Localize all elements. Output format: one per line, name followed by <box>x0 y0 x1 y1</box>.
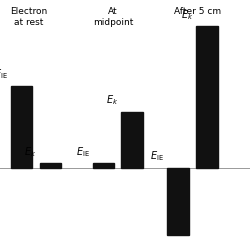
Text: $E_{\mathrm{IE}}$: $E_{\mathrm{IE}}$ <box>0 68 8 81</box>
Text: $E_{k}$: $E_{k}$ <box>181 8 193 22</box>
Text: At
midpoint: At midpoint <box>93 8 133 27</box>
Text: After 5 cm: After 5 cm <box>174 8 221 16</box>
Bar <box>40 164 61 168</box>
Bar <box>196 26 218 168</box>
Bar <box>122 112 143 168</box>
Bar <box>11 86 32 168</box>
Bar <box>167 168 189 235</box>
Bar <box>92 164 114 168</box>
Text: $E_{k}$: $E_{k}$ <box>106 94 118 108</box>
Text: $E_{\mathrm{IE}}$: $E_{\mathrm{IE}}$ <box>150 150 164 164</box>
Text: $E_{\mathrm{IE}}$: $E_{\mathrm{IE}}$ <box>76 145 90 159</box>
Text: Electron
at rest: Electron at rest <box>10 8 48 27</box>
Text: $E_{k}$: $E_{k}$ <box>24 145 37 159</box>
